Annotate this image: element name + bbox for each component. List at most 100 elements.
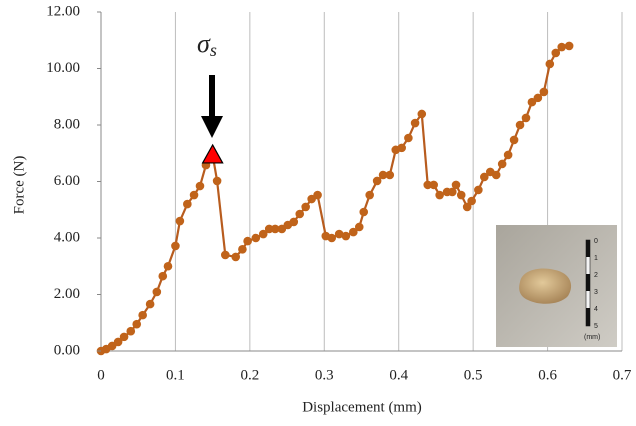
annotation-symbol: σ: [197, 29, 211, 58]
x-tick-label: 0.5: [464, 367, 483, 383]
data-point: [533, 93, 543, 103]
data-point: [491, 170, 501, 180]
data-point: [359, 207, 369, 217]
data-point: [195, 181, 205, 191]
data-point: [258, 229, 268, 239]
y-tick-label: 4.00: [54, 229, 80, 245]
data-point: [220, 250, 230, 260]
data-point: [334, 229, 344, 239]
x-tick-label: 0: [97, 367, 105, 383]
data-point: [171, 241, 180, 251]
scale-label: 4: [594, 306, 598, 313]
data-point: [212, 176, 222, 186]
data-point: [163, 261, 173, 271]
data-point: [231, 252, 241, 262]
data-point: [451, 180, 461, 190]
data-point: [189, 190, 199, 200]
data-point: [341, 231, 351, 241]
data-point: [435, 190, 444, 200]
scale-segment: [586, 274, 590, 291]
data-point: [448, 187, 457, 197]
data-point: [301, 202, 310, 212]
data-point: [456, 190, 466, 200]
x-tick-label: 0.7: [613, 367, 632, 383]
data-point: [138, 310, 147, 320]
data-point: [145, 299, 155, 309]
data-point: [503, 150, 513, 160]
scale-label: 0: [594, 238, 598, 245]
data-point: [429, 180, 438, 190]
data-point: [378, 170, 388, 180]
annotation-subscript: s: [210, 40, 217, 60]
data-point: [545, 59, 555, 69]
data-point: [372, 176, 382, 186]
data-point: [354, 222, 364, 232]
scale-label: 2: [594, 272, 598, 279]
data-point: [264, 224, 274, 234]
x-tick-label: 0.4: [389, 367, 408, 383]
data-point: [113, 337, 123, 347]
data-point: [410, 118, 420, 128]
data-point: [417, 109, 427, 119]
scale-segment: [586, 240, 590, 257]
x-tick-label: 0.3: [315, 367, 334, 383]
highlight-point: [201, 143, 224, 164]
data-point: [158, 271, 168, 281]
data-point: [423, 180, 433, 190]
scale-segment: [586, 308, 590, 326]
data-point: [289, 217, 299, 227]
data-point: [497, 159, 507, 169]
data-point: [243, 236, 252, 246]
x-tick-label: 0.1: [166, 367, 185, 383]
x-tick-label: 0.6: [538, 367, 557, 383]
data-point: [270, 224, 280, 234]
data-point: [557, 42, 567, 52]
annotation: σs: [197, 29, 217, 60]
data-point: [551, 48, 561, 58]
y-tick-label: 2.00: [54, 286, 80, 302]
data-point: [295, 209, 305, 219]
data-point: [119, 332, 129, 342]
specimen: [519, 268, 572, 304]
data-point: [509, 135, 519, 145]
y-axis-label: Force (N): [11, 156, 27, 215]
data-point: [539, 87, 549, 97]
scale-label: 3: [594, 289, 598, 296]
scale-label: 1: [594, 255, 598, 262]
y-tick-label: 10.00: [46, 60, 80, 76]
plot: [96, 41, 574, 356]
data-point: [397, 143, 406, 153]
data-point: [313, 190, 322, 200]
scale-unit: (mm): [584, 334, 600, 341]
data-point: [132, 319, 142, 329]
data-point: [183, 199, 192, 209]
data-point: [462, 202, 472, 212]
scale-labels: 0 1 2 3 4 5 (mm): [584, 238, 600, 341]
inset-photo: 0 1 2 3 4 5 (mm): [496, 225, 617, 347]
data-point: [521, 113, 531, 123]
data-point: [527, 97, 537, 107]
data-point: [365, 190, 374, 200]
data-point: [126, 326, 136, 336]
data-point: [467, 196, 476, 206]
data-point: [238, 245, 247, 254]
data-point: [515, 120, 525, 130]
data-point: [251, 233, 261, 243]
y-tick-label: 12.00: [46, 3, 80, 19]
data-point: [349, 227, 358, 237]
y-tick-label: 8.00: [54, 116, 80, 132]
data-point: [327, 233, 337, 243]
data-point: [175, 216, 185, 226]
annotation-arrowhead: [201, 116, 223, 138]
data-point: [385, 170, 395, 180]
data-point: [474, 185, 483, 195]
data-point: [564, 41, 574, 51]
data-point: [404, 133, 413, 143]
x-axis-label: Displacement (mm): [302, 399, 422, 415]
y-tick-label: 0.00: [54, 342, 80, 358]
x-tick-label: 0.2: [240, 367, 259, 383]
data-point: [480, 172, 489, 182]
y-tick-label: 6.00: [54, 173, 80, 189]
scale-label: 5: [594, 323, 598, 330]
